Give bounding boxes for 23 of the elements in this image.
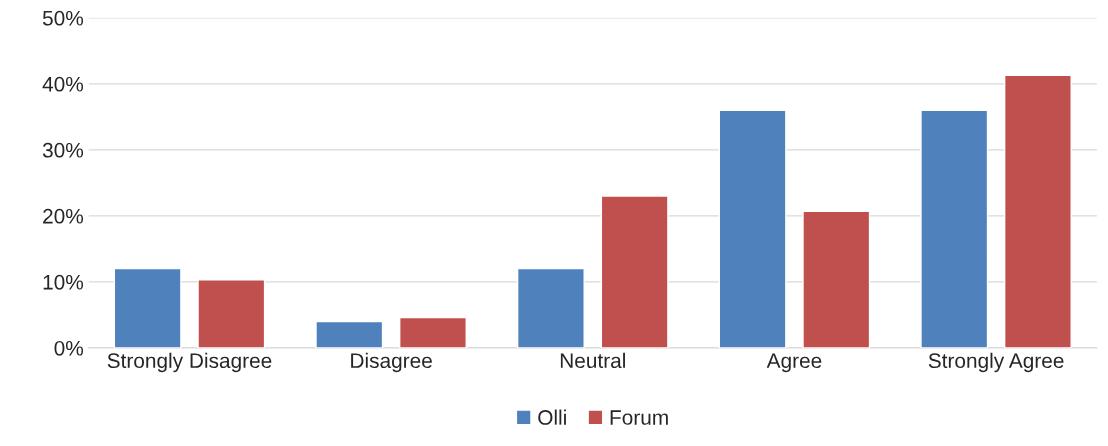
bar <box>197 279 266 348</box>
legend-label: Olli <box>538 409 566 425</box>
x-tick-label: Strongly Agree <box>928 352 1064 373</box>
y-tick-label: 50% <box>42 10 84 26</box>
bar <box>315 320 384 348</box>
y-tick-label: 30% <box>42 142 84 158</box>
y-tick-label: 0% <box>54 340 84 356</box>
bar <box>398 316 467 348</box>
bar <box>920 109 989 348</box>
bar <box>600 195 669 348</box>
x-tick-label: Neutral <box>560 352 625 369</box>
bar <box>113 267 182 348</box>
x-tick-label: Agree <box>766 353 822 373</box>
bar <box>1003 74 1072 348</box>
legend-label: Forum <box>610 410 668 425</box>
y-tick-label: 40% <box>42 76 84 92</box>
bar <box>802 210 871 348</box>
y-tick-label: 10% <box>43 274 84 290</box>
x-tick-label: Disagree <box>351 352 432 373</box>
x-tick-label: Strongly Disagree <box>107 352 272 373</box>
y-tick-label: 20% <box>43 208 84 224</box>
bar <box>516 267 585 348</box>
bar <box>718 109 787 348</box>
